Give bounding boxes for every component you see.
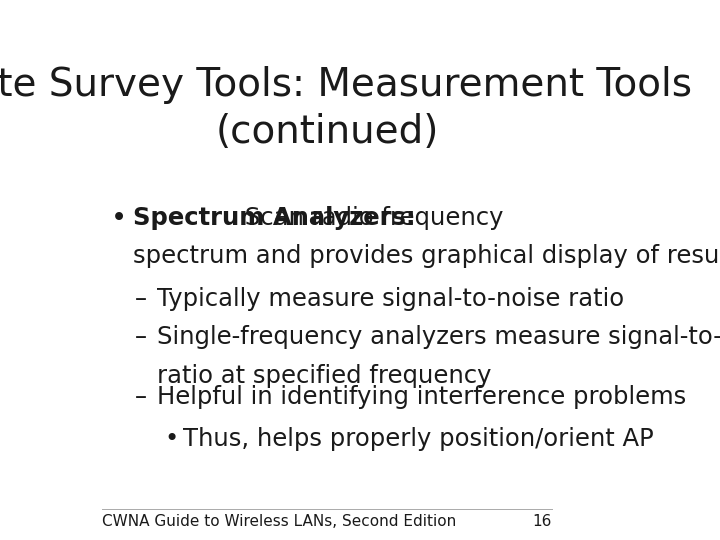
Text: Scan radio frequency: Scan radio frequency — [238, 206, 504, 230]
Text: ratio at specified frequency: ratio at specified frequency — [157, 364, 491, 388]
Text: CWNA Guide to Wireless LANs, Second Edition: CWNA Guide to Wireless LANs, Second Edit… — [102, 515, 456, 529]
Text: Single-frequency analyzers measure signal-to-noise: Single-frequency analyzers measure signa… — [157, 326, 720, 349]
Text: spectrum and provides graphical display of results: spectrum and provides graphical display … — [133, 244, 720, 268]
Text: Helpful in identifying interference problems: Helpful in identifying interference prob… — [157, 386, 686, 409]
Text: –: – — [135, 326, 148, 349]
Text: 16: 16 — [533, 515, 552, 529]
Text: –: – — [135, 287, 148, 310]
Text: –: – — [135, 386, 148, 409]
Text: Thus, helps properly position/orient AP: Thus, helps properly position/orient AP — [183, 427, 654, 451]
Text: Site Survey Tools: Measurement Tools
(continued): Site Survey Tools: Measurement Tools (co… — [0, 66, 692, 151]
Text: •: • — [112, 206, 127, 232]
Text: •: • — [164, 427, 179, 451]
Text: Spectrum Analyzers:: Spectrum Analyzers: — [133, 206, 415, 230]
Text: Typically measure signal-to-noise ratio: Typically measure signal-to-noise ratio — [157, 287, 624, 310]
